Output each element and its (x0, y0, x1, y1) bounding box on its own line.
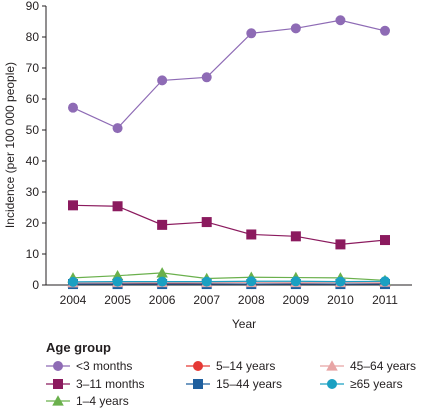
legend-marker (193, 361, 203, 371)
legend-label: 15–44 years (216, 377, 282, 391)
legend-marker (327, 379, 337, 389)
data-point (246, 276, 257, 287)
data-point (201, 276, 212, 287)
legend-item: 1–4 years (46, 394, 129, 408)
data-point (68, 276, 78, 287)
legend-label: 3–11 months (76, 377, 145, 391)
legend-label: ≥65 years (350, 377, 403, 391)
x-tick-label: 2009 (283, 293, 310, 307)
series-2 (68, 200, 390, 250)
legend-item: <3 months (46, 359, 132, 373)
x-tick-label: 2010 (327, 293, 354, 307)
data-point (290, 231, 301, 242)
y-tick-label: 50 (26, 123, 40, 137)
y-tick-label: 70 (26, 61, 40, 75)
series-layer (67, 15, 391, 290)
series-line (72, 272, 386, 281)
data-point (201, 217, 212, 228)
legend-label: <3 months (76, 359, 132, 373)
legend-item: 15–44 years (186, 377, 282, 391)
x-tick-label: 2011 (372, 293, 398, 307)
data-point (380, 25, 390, 36)
data-point (246, 229, 257, 240)
data-point (157, 75, 168, 86)
legend-item: 5–14 years (186, 359, 275, 373)
legend-item: ≥65 years (320, 377, 403, 391)
x-tick-label: 2005 (104, 293, 131, 307)
series-line (72, 19, 386, 129)
data-point (112, 123, 123, 134)
data-point (112, 201, 123, 212)
data-point (290, 276, 301, 287)
series-line (72, 281, 386, 284)
x-axis-label: Year (232, 317, 256, 331)
data-point (246, 28, 257, 39)
data-point (380, 235, 390, 246)
legend: Age group <3 months 3–11 months 1–4 years 5… (46, 340, 416, 408)
data-point (156, 267, 168, 278)
legend-marker (52, 395, 64, 406)
x-tick-label: 2004 (60, 293, 87, 307)
x-tick-label: 2007 (193, 293, 220, 307)
y-tick-label: 0 (32, 278, 39, 292)
y-tick-label: 30 (26, 185, 40, 199)
data-point (68, 102, 78, 113)
data-point (335, 239, 346, 250)
legend-label: 45–64 years (350, 359, 416, 373)
axes: 0 10 20 30 40 50 60 70 80 90 2004 2005 2006 2007 2008 2… (26, 0, 412, 307)
data-point (157, 219, 168, 230)
y-tick-label: 20 (26, 216, 40, 230)
data-point (335, 15, 346, 26)
legend-item: 3–11 months (46, 377, 145, 391)
legend-label: 5–14 years (216, 359, 275, 373)
data-point (112, 276, 123, 287)
data-point (380, 276, 390, 287)
legend-label: 1–4 years (76, 394, 129, 408)
legend-marker (53, 379, 63, 389)
y-tick-label: 10 (26, 247, 40, 261)
data-point (335, 276, 346, 287)
series-7 (68, 276, 390, 287)
y-tick-label: 90 (26, 0, 40, 13)
y-tick-label: 40 (26, 154, 40, 168)
data-point (290, 23, 301, 34)
legend-item: 45–64 years (320, 359, 416, 373)
legend-marker (326, 360, 338, 371)
y-tick-label: 80 (26, 30, 40, 44)
series-line (72, 204, 386, 245)
x-tick-label: 2006 (149, 293, 176, 307)
y-axis-label: Incidence (per 100 000 people) (3, 62, 17, 228)
legend-marker (193, 379, 203, 389)
x-tick-label: 2008 (238, 293, 265, 307)
data-point (201, 72, 212, 83)
y-tick-label: 60 (26, 92, 40, 106)
legend-title: Age group (46, 340, 111, 355)
series-line (72, 280, 386, 283)
data-point (68, 200, 78, 211)
legend-marker (53, 361, 63, 371)
series-1 (68, 15, 390, 134)
data-point (157, 276, 168, 287)
